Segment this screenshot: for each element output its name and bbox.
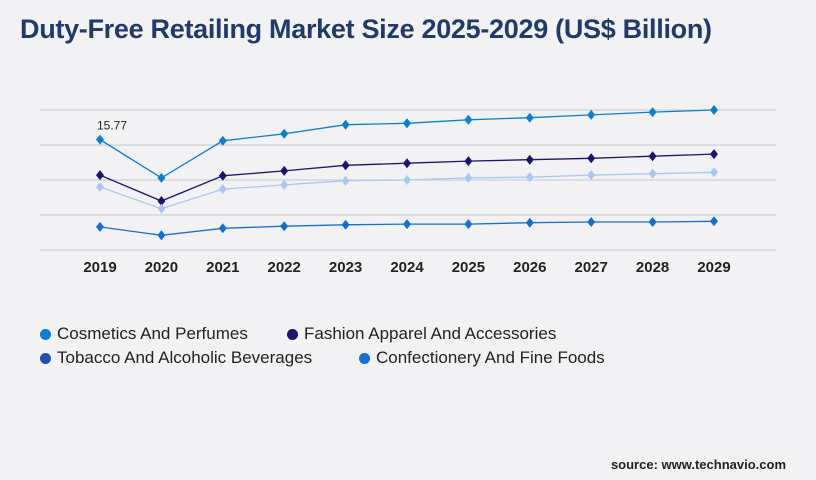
data-point	[464, 219, 473, 230]
legend-marker	[287, 328, 298, 340]
data-point	[648, 168, 657, 179]
data-point	[280, 165, 289, 176]
data-point	[587, 217, 596, 227]
x-tick-label: 2029	[697, 259, 730, 276]
data-point	[157, 196, 166, 206]
data-point	[96, 170, 104, 181]
data-point	[218, 135, 227, 146]
data-point	[587, 170, 596, 181]
legend-marker	[359, 352, 370, 364]
x-tick-label: 2021	[206, 259, 239, 276]
data-point	[157, 203, 166, 214]
data-point	[710, 167, 718, 178]
data-point	[710, 105, 718, 115]
data-point	[648, 151, 657, 162]
data-point	[341, 219, 350, 230]
legend-item: Tobacco And Alcoholic Beverages	[40, 348, 312, 368]
data-point	[464, 114, 473, 125]
legend-marker	[40, 328, 51, 340]
x-tick-label: 2026	[513, 259, 546, 276]
data-point	[648, 217, 657, 227]
legend-label: Confectionery And Fine Foods	[376, 348, 605, 367]
data-point	[341, 175, 350, 186]
x-tick-label: 2019	[83, 259, 116, 276]
x-tick-label: 2022	[268, 259, 301, 276]
data-point	[218, 223, 227, 234]
data-point	[525, 217, 534, 228]
data-point	[525, 112, 534, 123]
data-point	[218, 170, 227, 181]
data-point	[280, 179, 289, 190]
data-point	[157, 172, 166, 183]
x-tick-label: 2023	[329, 259, 362, 276]
data-point	[648, 107, 657, 118]
data-point	[587, 153, 596, 164]
data-point	[341, 160, 350, 171]
data-label: 15.77	[97, 119, 127, 133]
x-tick-label: 2024	[390, 259, 424, 276]
data-point	[341, 119, 350, 130]
data-point	[525, 154, 534, 165]
data-point	[218, 184, 227, 195]
legend-marker	[40, 352, 51, 364]
data-point	[464, 172, 473, 183]
line-chart: 2019 2020 2021 2022 2023 2024 2025 2026 2027 2028…	[40, 105, 776, 276]
legend-item: Cosmetics And Perfumes	[40, 324, 248, 344]
x-tick-label: 2025	[452, 259, 485, 276]
data-point	[710, 216, 718, 227]
data-point	[403, 175, 411, 185]
x-tick-label: 2028	[636, 259, 669, 276]
data-point	[403, 118, 411, 129]
legend-label: Cosmetics And Perfumes	[57, 324, 248, 343]
data-point	[96, 134, 104, 145]
legend-label: Fashion Apparel And Accessories	[304, 324, 557, 343]
data-point	[96, 182, 104, 192]
chart-title: Duty-Free Retailing Market Size 2025-202…	[20, 14, 712, 44]
data-point	[403, 219, 411, 230]
data-point	[403, 158, 411, 169]
legend-item: Fashion Apparel And Accessories	[287, 324, 556, 344]
data-point	[464, 156, 473, 167]
x-tick-label: 2020	[145, 259, 178, 276]
legend-item: Confectionery And Fine Foods	[359, 348, 605, 368]
data-point	[96, 221, 104, 232]
source-text: source: www.technavio.com	[610, 457, 786, 472]
x-tick-label: 2027	[575, 259, 608, 276]
data-point	[710, 149, 718, 160]
data-point	[157, 230, 166, 241]
data-point	[280, 128, 289, 139]
legend-label: Tobacco And Alcoholic Beverages	[57, 348, 313, 367]
data-point	[525, 172, 534, 183]
data-point	[587, 109, 596, 120]
data-point	[280, 221, 289, 232]
